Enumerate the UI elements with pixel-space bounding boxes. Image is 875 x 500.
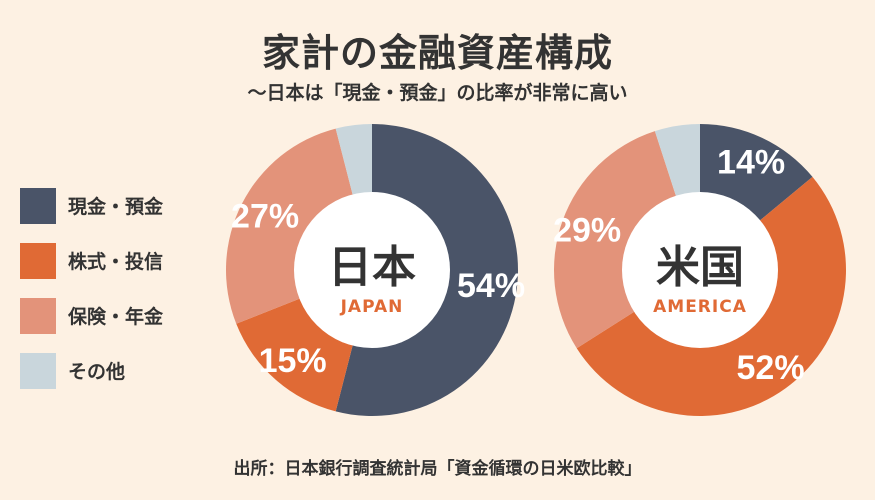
legend-swatch (20, 187, 56, 224)
legend-item-stocks: 株式・投信 (20, 233, 163, 288)
data-label: 14% (717, 143, 785, 181)
legend-swatch (20, 352, 56, 389)
country-name-en: JAPAN (340, 297, 404, 317)
legend: 現金・預金 株式・投信 保険・年金 その他 (20, 178, 163, 398)
chart-subtitle: 〜日本は「現金・預金」の比率が非常に高い (247, 82, 628, 104)
data-label: 27% (231, 198, 299, 236)
legend-label: 現金・預金 (68, 196, 164, 218)
legend-label: その他 (68, 361, 126, 383)
legend-label: 株式・投信 (68, 251, 164, 273)
donut-slice (554, 131, 700, 349)
chart-title: 家計の金融資産構成 (261, 31, 613, 75)
donut-hole (294, 192, 450, 348)
data-label: 52% (737, 349, 805, 387)
data-label: 29% (553, 211, 621, 249)
data-label: 54% (457, 267, 525, 305)
legend-item-insurance: 保険・年金 (20, 288, 163, 343)
country-name: 日本 (328, 242, 416, 293)
source-note: 出所：日本銀行調査統計局「資金循環の日米欧比較」 (233, 459, 642, 479)
country-name: 米国 (656, 242, 744, 293)
donut-hole (622, 192, 778, 348)
legend-item-cash: 現金・預金 (20, 178, 163, 233)
country-name-en: AMERICA (653, 297, 747, 317)
legend-swatch (20, 297, 56, 334)
data-label: 15% (259, 342, 327, 380)
legend-item-other: その他 (20, 343, 163, 398)
legend-swatch (20, 242, 56, 279)
legend-label: 保険・年金 (68, 306, 164, 328)
